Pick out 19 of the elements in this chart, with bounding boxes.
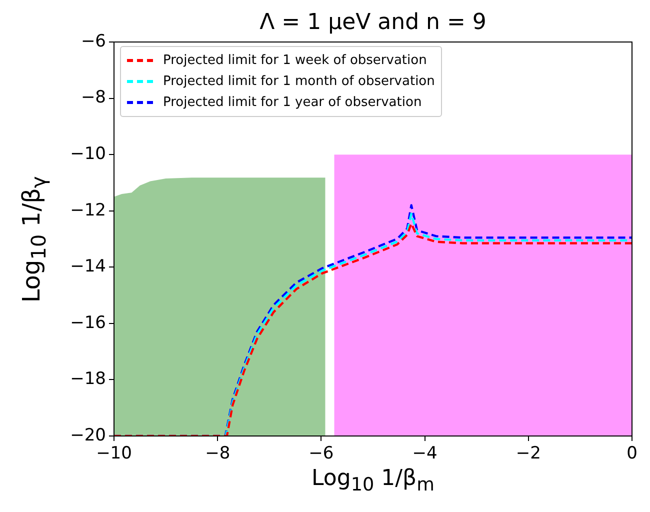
x-tick-label: −4: [412, 444, 438, 464]
y-tick-label: −20: [70, 425, 106, 446]
y-tick-label: −12: [70, 200, 106, 220]
x-tick-label: 0: [626, 444, 638, 464]
chart-title: Λ = 1 μeV and n = 9: [258, 10, 488, 35]
x-tick-label: −2: [516, 444, 541, 464]
legend-label: Projected limit for 1 month of observation: [163, 74, 435, 89]
y-tick-label: −18: [70, 369, 106, 390]
y-tick-label: −14: [70, 256, 106, 277]
legend-label: Projected limit for 1 week of observation: [163, 53, 427, 68]
legend-label: Projected limit for 1 year of observation: [163, 95, 422, 110]
x-tick-label: −6: [308, 444, 334, 464]
x-tick-label: −10: [96, 444, 132, 464]
y-tick-label: −6: [80, 31, 106, 52]
y-tick-label: −16: [70, 312, 106, 333]
x-axis-title: Log$_{10}$ 1/β$_{m}$: [310, 466, 436, 496]
y-tick-label: −8: [80, 88, 106, 108]
x-tick-label: −8: [205, 444, 230, 464]
y-tick-label: −10: [70, 144, 106, 164]
